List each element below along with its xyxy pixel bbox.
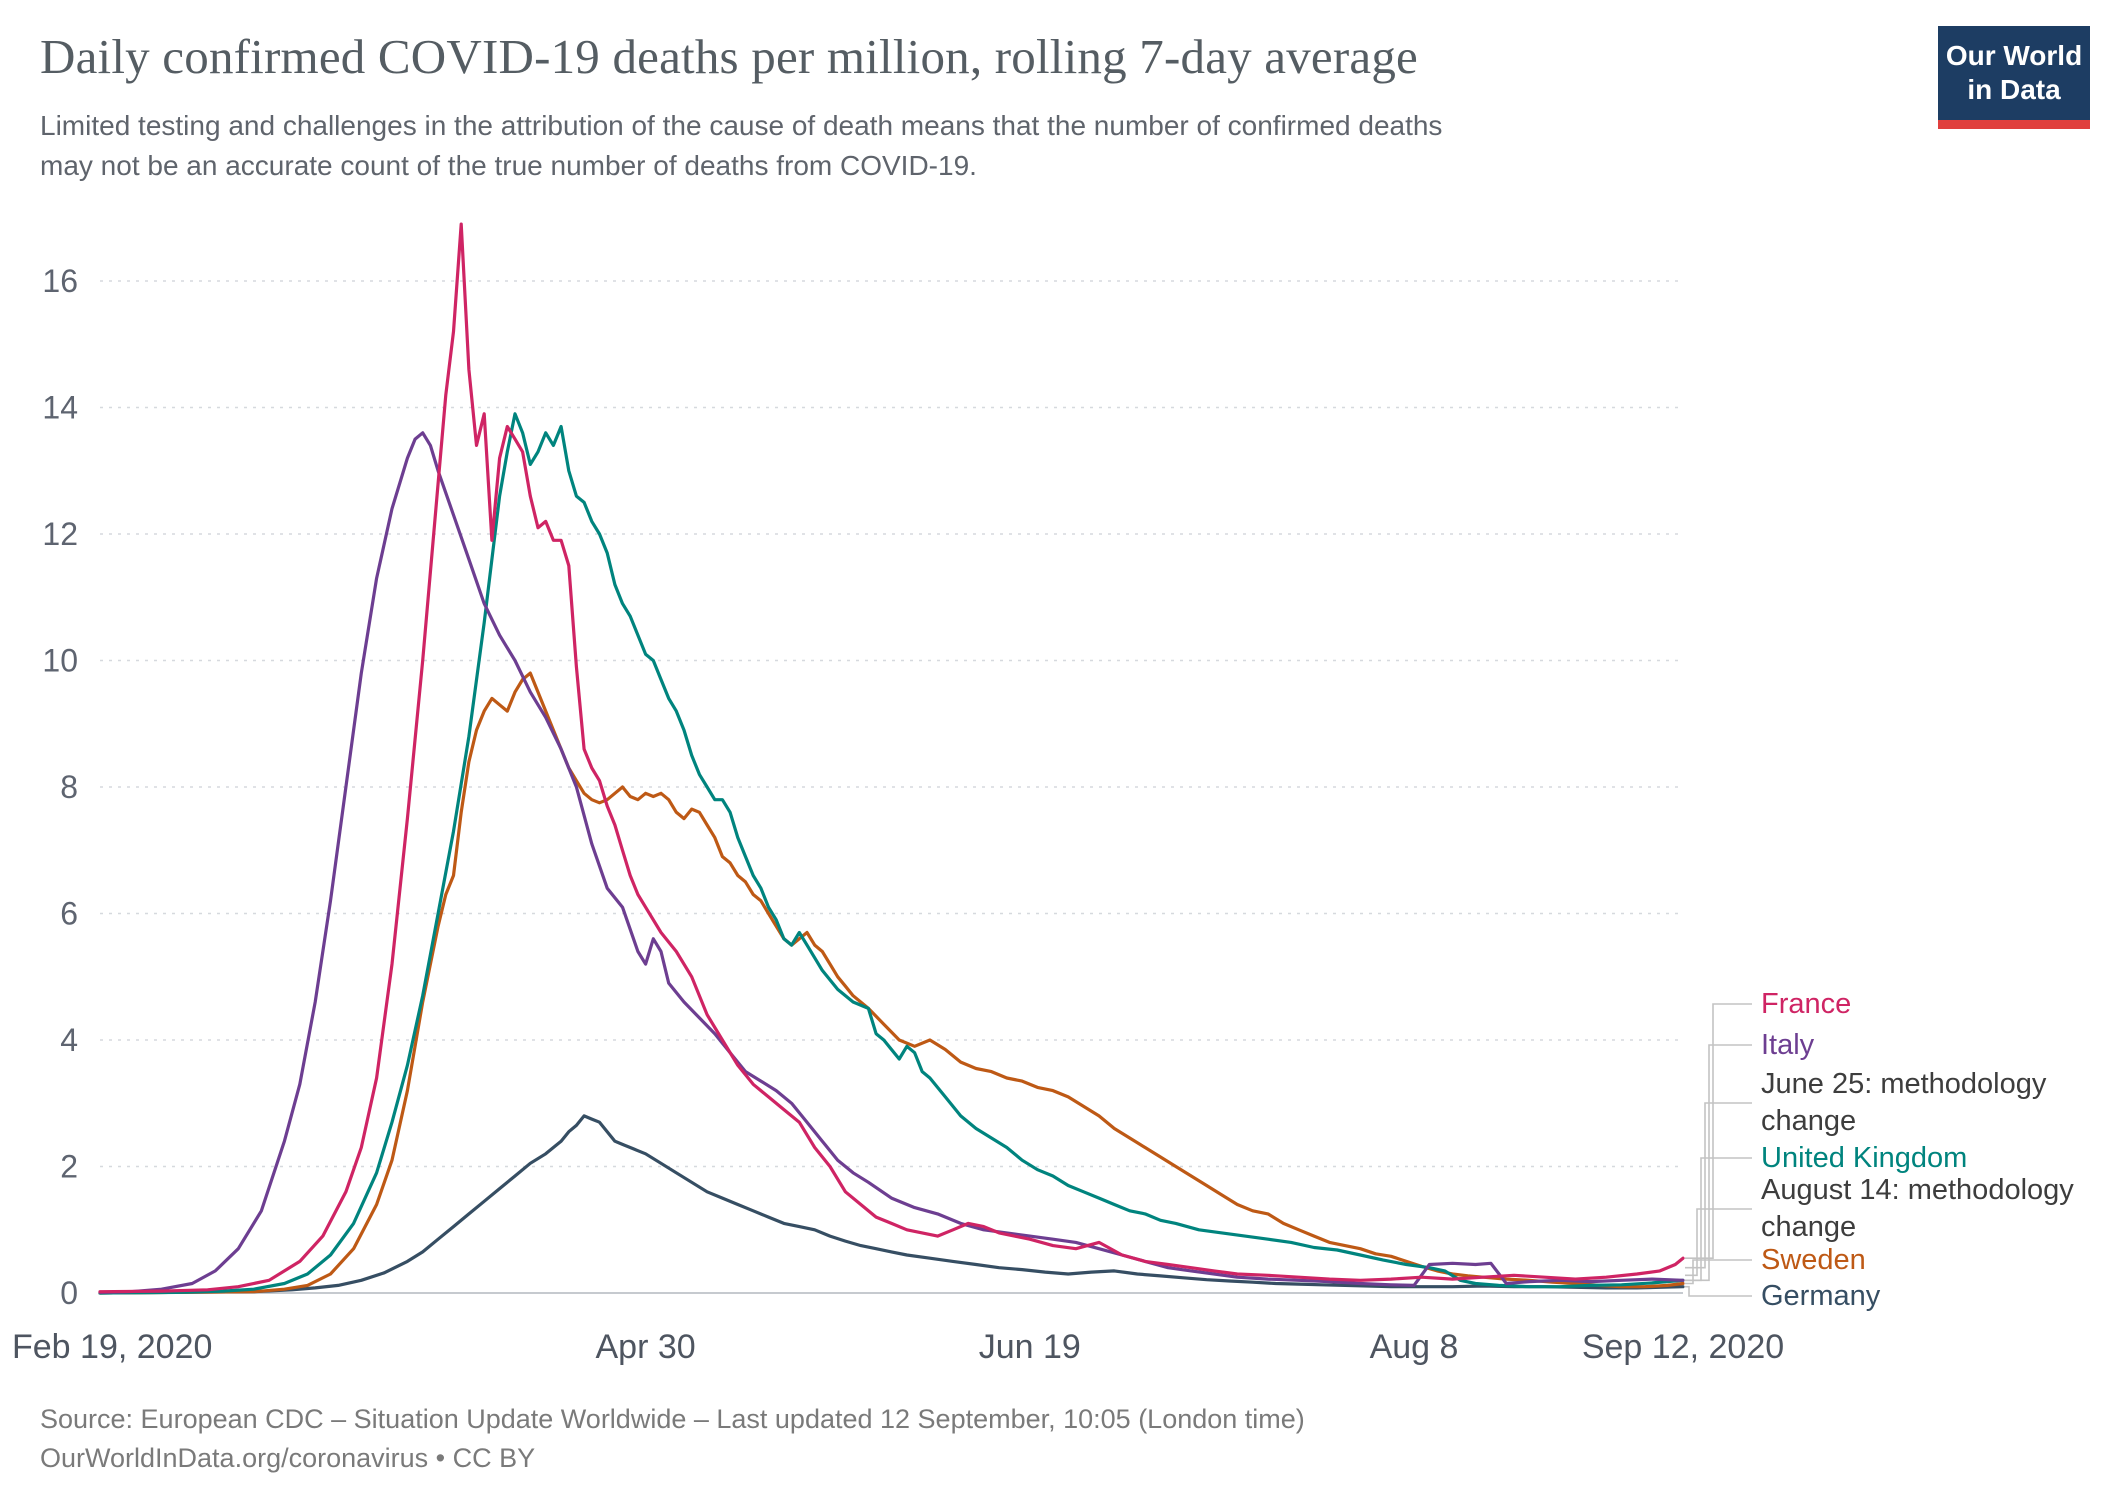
x-tick-label: Aug 8 <box>1370 1328 1459 1366</box>
source-line-1: Source: European CDC – Situation Update … <box>40 1404 1305 1434</box>
y-tick-label: 8 <box>60 769 78 805</box>
series-line-united-kingdom <box>98 412 1685 1295</box>
legend-item-note-august-14: August 14: methodology change <box>1761 1174 2074 1243</box>
y-tick-label: 2 <box>60 1149 78 1185</box>
legend-item-note-june-25: June 25: methodology change <box>1761 1068 2047 1137</box>
legend-connector-note-june-25 <box>1685 1102 1752 1269</box>
x-tick-label: Sep 12, 2020 <box>1582 1328 1784 1366</box>
y-tick-label: 6 <box>60 896 78 932</box>
chart-subtitle: Limited testing and challenges in the at… <box>40 106 1442 186</box>
legend-item-sweden[interactable]: Sweden <box>1761 1244 1866 1276</box>
y-tick-label: 16 <box>42 263 78 299</box>
owid-logo-line-2: in Data <box>1967 74 2061 105</box>
series-line-france <box>98 222 1685 1294</box>
owid-logo-line-1: Our World <box>1945 40 2083 71</box>
series-line-germany <box>98 1114 1685 1295</box>
chart-subtitle-line-2: may not be an accurate count of the true… <box>40 150 977 181</box>
x-tick-label: Apr 30 <box>596 1328 696 1366</box>
legend-item-united-kingdom[interactable]: United Kingdom <box>1761 1142 1968 1174</box>
legend-item-italy[interactable]: Italy <box>1761 1029 1815 1061</box>
source-line-2: OurWorldInData.org/coronavirus • CC BY <box>40 1443 536 1473</box>
series-line-sweden <box>98 671 1685 1295</box>
y-tick-label: 0 <box>60 1275 78 1311</box>
x-tick-label: Feb 19, 2020 <box>12 1328 212 1366</box>
legend-connector-france <box>1685 1003 1752 1259</box>
legend-connector-italy <box>1685 1044 1752 1282</box>
legend-connector-united-kingdom <box>1685 1157 1752 1282</box>
x-tick-label: Jun 19 <box>979 1328 1081 1366</box>
legend-item-germany[interactable]: Germany <box>1761 1280 1881 1312</box>
legend-connector-note-august-14 <box>1685 1208 1752 1277</box>
legend-item-france[interactable]: France <box>1761 988 1852 1020</box>
owid-logo[interactable]: Our World in Data <box>1938 26 2090 129</box>
series-line-italy <box>98 431 1685 1295</box>
y-tick-label: 12 <box>42 516 78 552</box>
y-tick-label: 4 <box>60 1022 78 1058</box>
chart-subtitle-line-1: Limited testing and challenges in the at… <box>40 110 1443 141</box>
legend-connector-sweden <box>1685 1259 1752 1285</box>
y-tick-label: 14 <box>42 390 78 426</box>
page-title: Daily confirmed COVID-19 deaths per mill… <box>40 29 1418 84</box>
y-tick-label: 10 <box>42 643 78 679</box>
legend-connector-germany <box>1685 1285 1752 1297</box>
